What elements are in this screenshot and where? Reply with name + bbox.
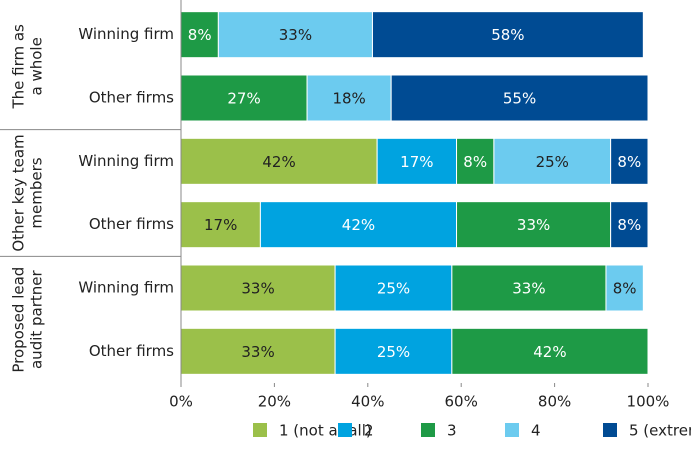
x-tick-label: 60% xyxy=(445,393,478,411)
value-label: 55% xyxy=(503,90,536,108)
value-label: 42% xyxy=(342,216,375,234)
group-label-line: The firm as xyxy=(10,24,28,110)
legend-label: 3 xyxy=(447,422,457,440)
x-tick-label: 40% xyxy=(351,393,384,411)
bar-segment xyxy=(180,137,378,185)
category-label: Winning firm xyxy=(78,279,174,297)
x-tick-label: 20% xyxy=(258,393,291,411)
bar-segment xyxy=(180,74,308,122)
value-label: 17% xyxy=(204,216,237,234)
value-label: 8% xyxy=(188,26,212,44)
group-label: The firm as a whole xyxy=(10,24,46,110)
category-label: Other firms xyxy=(89,342,174,360)
value-label: 42% xyxy=(533,343,566,361)
group-label-line: audit partner xyxy=(28,269,46,369)
legend-swatch xyxy=(421,423,435,437)
bar-segment xyxy=(180,201,261,249)
bar-segment xyxy=(334,264,453,312)
value-label: 58% xyxy=(491,26,524,44)
value-label: 8% xyxy=(613,280,637,298)
value-label: 33% xyxy=(512,280,545,298)
bar-segment xyxy=(306,74,392,122)
value-label: 33% xyxy=(241,343,274,361)
value-label: 8% xyxy=(617,153,641,171)
value-label: 33% xyxy=(517,216,550,234)
bar-segment xyxy=(456,137,495,185)
legend-swatch xyxy=(603,423,617,437)
value-label: 17% xyxy=(400,153,433,171)
bar-segment xyxy=(493,137,612,185)
value-label: 33% xyxy=(279,26,312,44)
legend-label: 2 xyxy=(364,422,374,440)
value-label: 25% xyxy=(377,343,410,361)
value-label: 18% xyxy=(332,90,365,108)
x-tick-label: 0% xyxy=(169,393,193,411)
bar-segment xyxy=(390,74,649,122)
value-label: 8% xyxy=(463,153,487,171)
bar-segment xyxy=(334,327,453,375)
group-label-line: Proposed lead xyxy=(10,267,28,373)
bar-segment xyxy=(605,264,644,312)
bar-segment xyxy=(371,11,644,59)
bar-segment xyxy=(610,201,649,249)
bar-segment xyxy=(610,137,649,185)
bar-segment xyxy=(451,327,649,375)
group-label-line: Other key team xyxy=(10,134,28,251)
bar-segment xyxy=(451,264,607,312)
legend-swatch xyxy=(253,423,267,437)
legend-swatch xyxy=(338,423,352,437)
group-label: Proposed lead audit partner xyxy=(10,267,46,373)
category-label: Other firms xyxy=(89,215,174,233)
value-label: 25% xyxy=(536,153,569,171)
value-label: 8% xyxy=(617,216,641,234)
x-tick-label: 100% xyxy=(627,393,670,411)
legend-label: 5 (extremely well) xyxy=(629,422,691,440)
group-label-line: members xyxy=(28,157,46,228)
bar-segment xyxy=(180,327,336,375)
category-label: Other firms xyxy=(89,89,174,107)
group-label: Other key team members xyxy=(10,134,46,251)
legend-label: 1 (not at all) xyxy=(279,422,372,440)
value-label: 27% xyxy=(227,90,260,108)
value-label: 33% xyxy=(241,280,274,298)
bar-segment xyxy=(376,137,458,185)
legend-swatch xyxy=(505,423,519,437)
bar-segment xyxy=(456,201,612,249)
bar-segment xyxy=(217,11,373,59)
group-label-line: a whole xyxy=(28,37,46,95)
legend-label: 4 xyxy=(531,422,541,440)
value-label: 25% xyxy=(377,280,410,298)
category-label: Winning firm xyxy=(78,152,174,170)
category-label: Winning firm xyxy=(78,25,174,43)
value-label: 42% xyxy=(262,153,295,171)
bar-segment xyxy=(259,201,458,249)
x-tick-label: 80% xyxy=(538,393,571,411)
